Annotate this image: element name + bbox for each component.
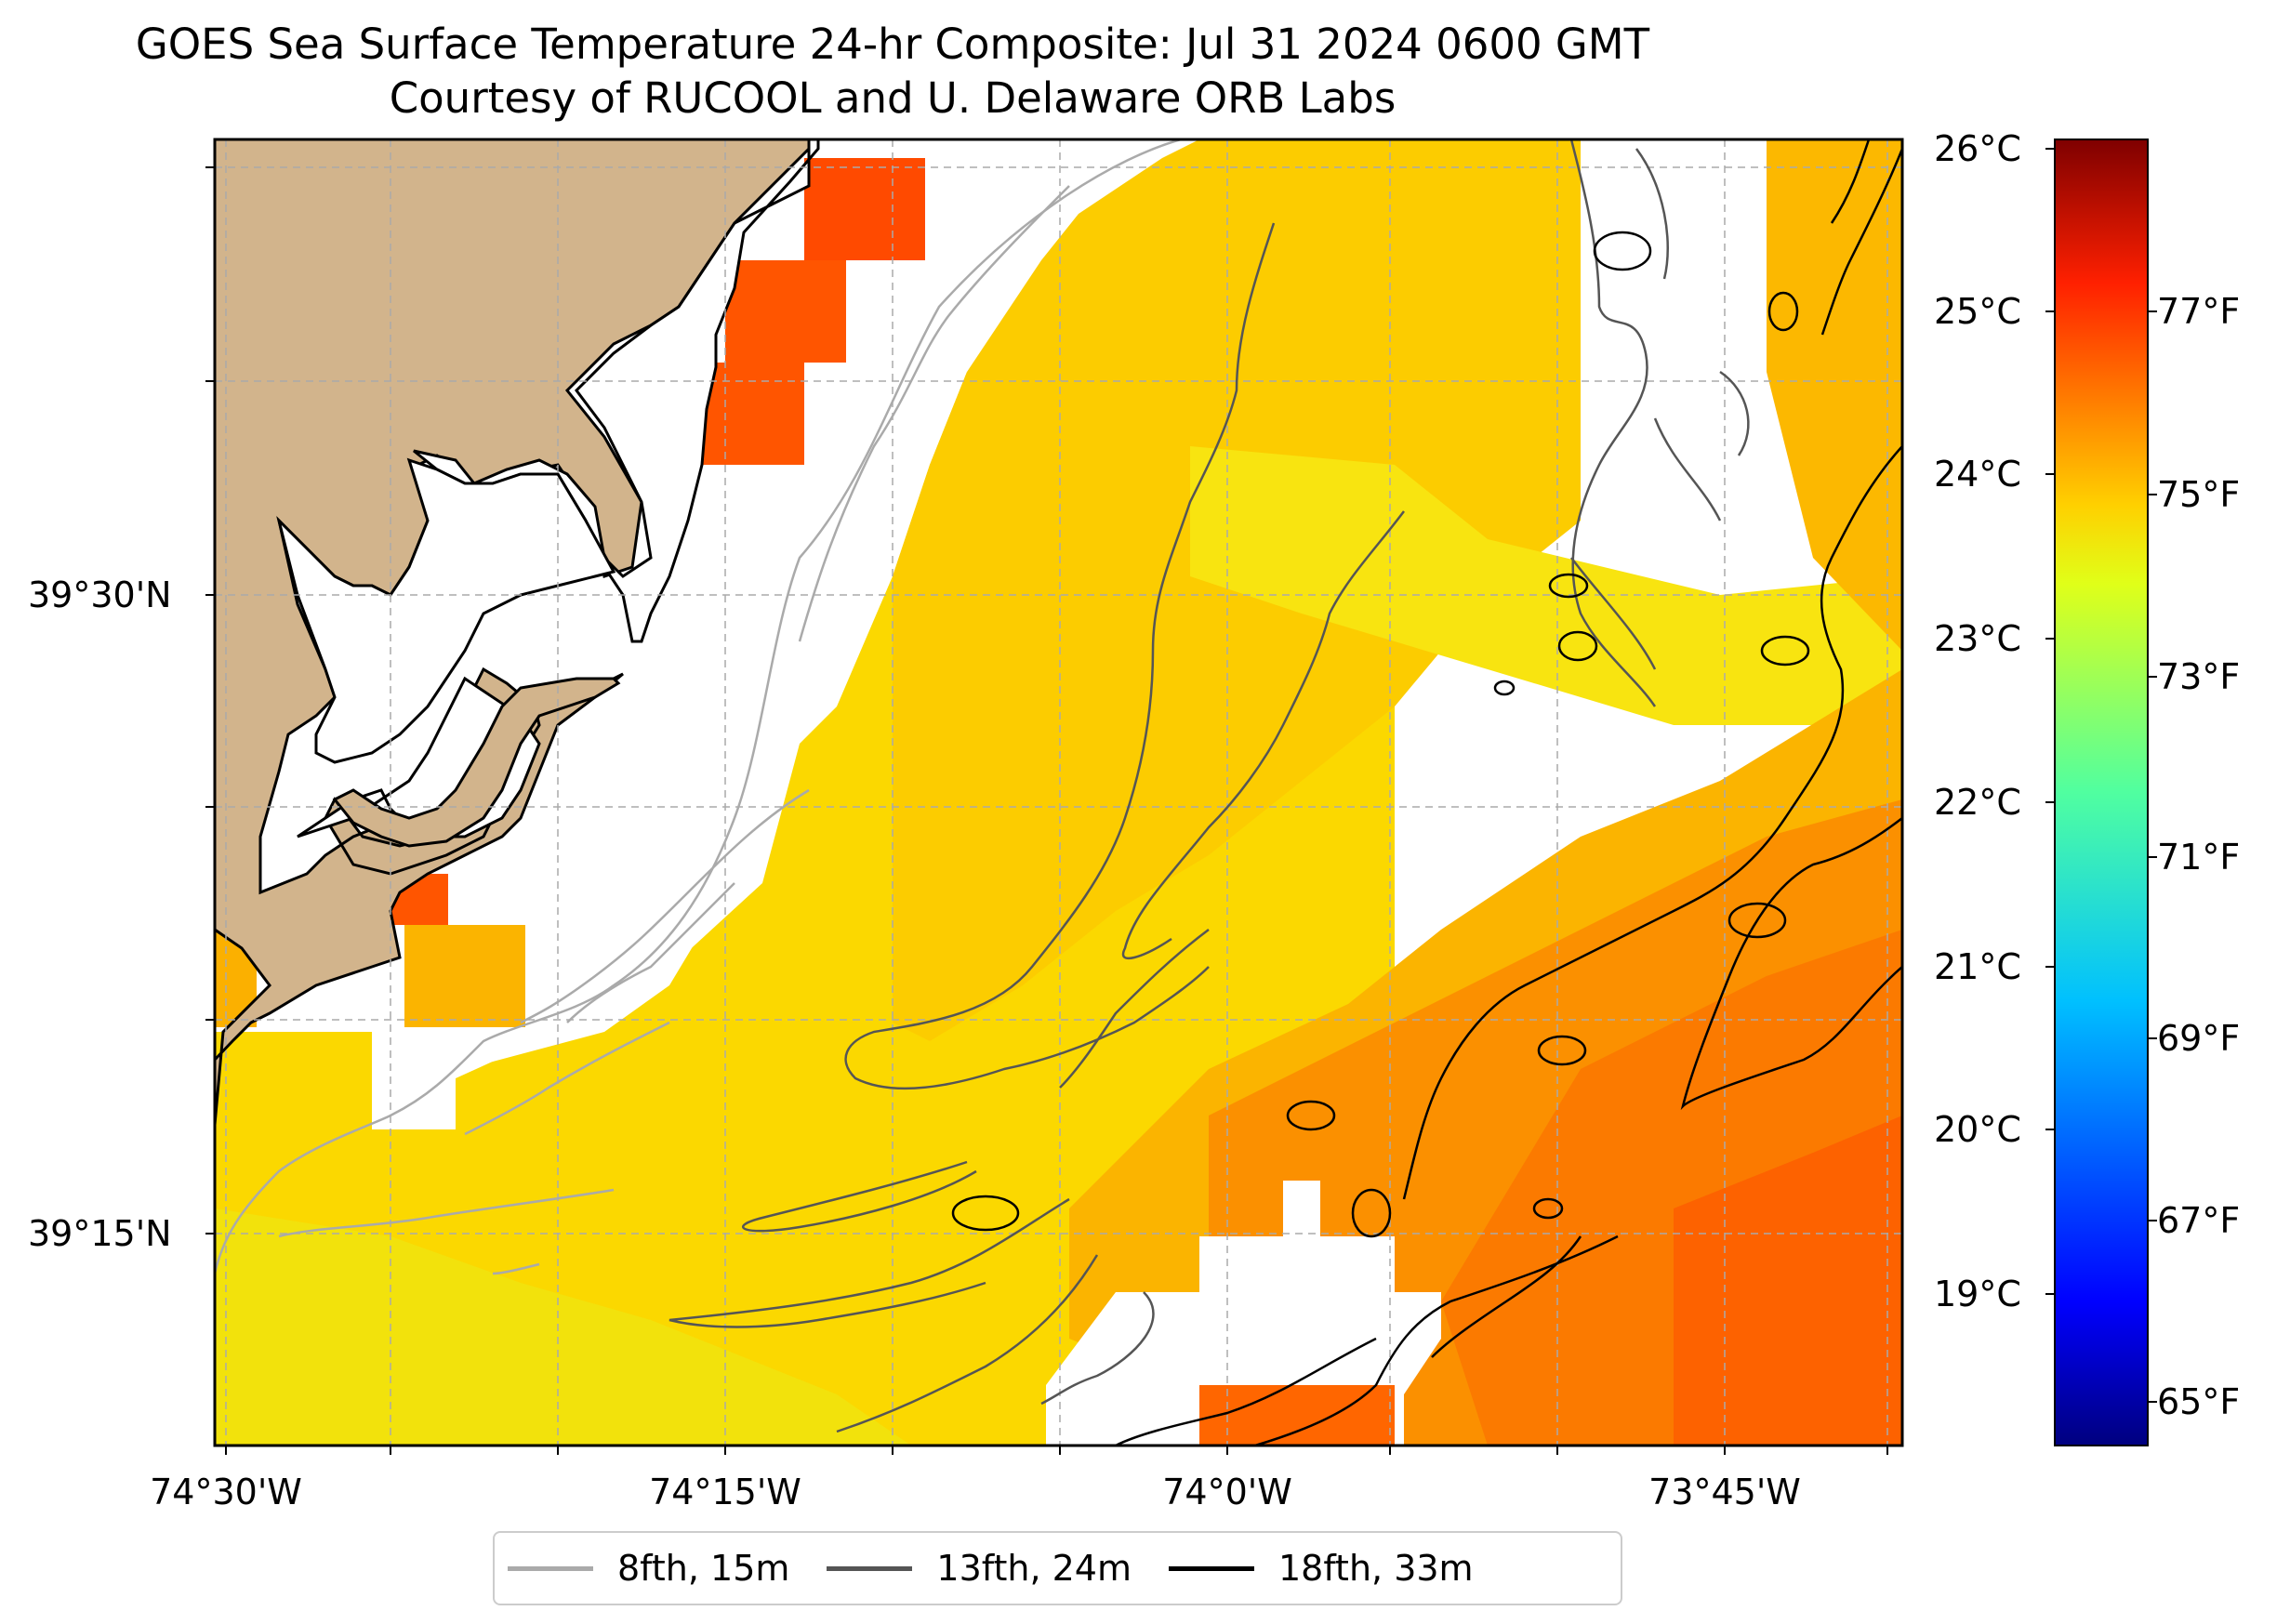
colorbar-c-label: 19°C [1934,1274,2021,1314]
legend-item-13fth: 13fth, 24m [827,1548,1132,1589]
legend-item-8fth: 8fth, 15m [508,1548,789,1589]
axis-ticks [205,166,1888,1455]
lat-label-1: 39°30'N [28,574,172,615]
no-data-south-1 [1046,1181,1441,1446]
legend-swatch [827,1565,913,1571]
sst-region-northeast [1767,139,1902,651]
colorbar-f-label: 75°F [2157,474,2241,515]
gridlines [215,139,1902,1446]
lon-label-1: 74°30'W [150,1472,302,1512]
hot-block-7 [1199,1385,1395,1446]
legend-swatch [1168,1565,1254,1571]
colorbar-c-label: 24°C [1934,454,2021,495]
chart-subtitle: Courtesy of RUCOOL and U. Delaware ORB L… [389,73,1397,123]
colorbar-f-label: 65°F [2157,1381,2241,1422]
no-data-south-2 [1395,1292,1441,1446]
contour-18fth [951,139,1902,1446]
contour-8fth [215,139,1182,1275]
colorbar-f-label: 67°F [2157,1200,2241,1241]
colorbar-f-label: 77°F [2157,291,2241,332]
colorbar-ticks [2045,148,2157,1403]
lon-label-2: 74°15'W [649,1472,801,1512]
no-data-shelf [372,139,1199,1129]
lon-label-3: 74°0'W [1162,1472,1292,1512]
colorbar-c-label: 26°C [1934,128,2021,169]
legend: 8fth, 15m 13fth, 24m 18fth, 33m [493,1531,1622,1605]
hot-block-2 [725,260,846,363]
legend-item-18fth: 18fth, 33m [1168,1548,1474,1589]
legend-label: 18fth, 33m [1277,1548,1474,1589]
legend-label: 8fth, 15m [617,1548,790,1589]
colorbar-f-label: 71°F [2157,837,2241,878]
lat-label-2: 39°15'N [28,1213,172,1254]
sandy-hook [332,677,621,848]
chart-title: GOES Sea Surface Temperature 24-hr Compo… [135,20,1650,69]
sst-region-south-hot [1674,1116,1902,1446]
colorbar-c-label: 21°C [1934,946,2021,987]
colorbar-f-label: 73°F [2157,656,2241,697]
sst-region-west-south [215,1208,911,1446]
colorbar-f-label: 69°F [2157,1018,2241,1059]
sst-region-north-pale [1190,446,1902,725]
colorbar-c-label: 20°C [1934,1109,2021,1150]
colorbar-c-label: 25°C [1934,291,2021,332]
plot-frame [213,138,1904,1447]
hot-block-5 [404,925,525,1027]
colorbar-c-label: 22°C [1934,782,2021,823]
hot-block-1 [804,158,925,260]
colorbar-c-label: 23°C [1934,618,2021,659]
contour-13fth [668,139,1750,1433]
lon-label-4: 73°45'W [1648,1472,1801,1512]
map-area [215,139,1902,1446]
estuary-water [276,457,616,764]
legend-swatch [508,1565,593,1571]
colorbar [2054,139,2149,1446]
legend-label: 13fth, 24m [936,1548,1132,1589]
